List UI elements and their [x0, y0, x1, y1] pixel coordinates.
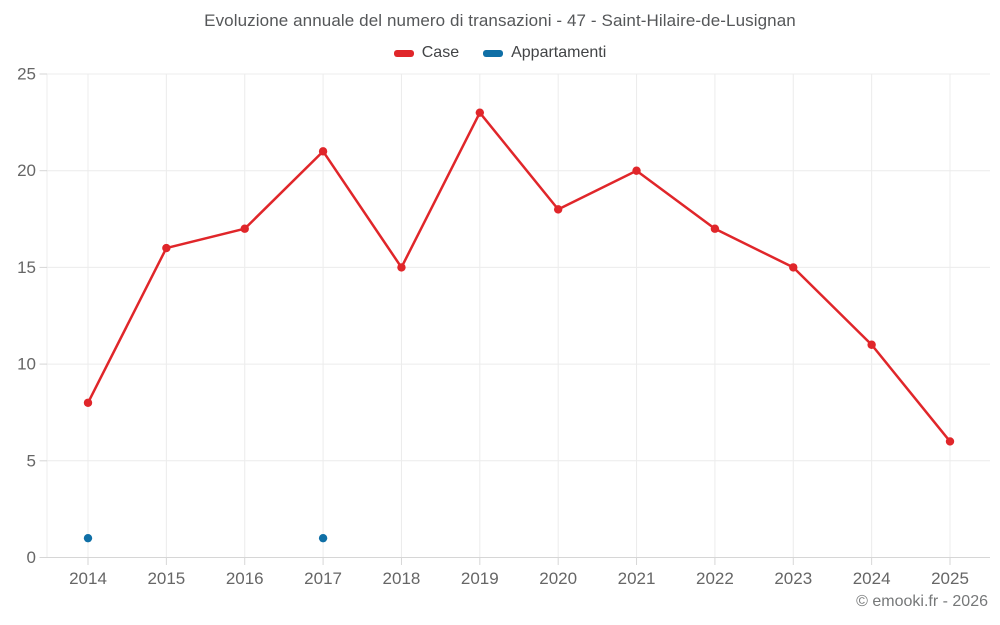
series-case-point-2014[interactable]	[83, 398, 93, 407]
svg-text:5: 5	[27, 451, 36, 470]
series-case-line	[86, 111, 951, 443]
x-tick-labels: 2014 2015 2016 2017 2018 2019 2020 2021 2022 2023…	[69, 569, 969, 588]
svg-text:2024: 2024	[853, 569, 891, 588]
series-case-point-2025[interactable]	[945, 437, 955, 446]
svg-text:2014: 2014	[69, 569, 107, 588]
svg-text:2016: 2016	[226, 569, 264, 588]
series-appartamenti-point-2017[interactable]	[318, 533, 328, 543]
y-gridlines	[39, 73, 990, 558]
series-case-point-2024[interactable]	[867, 340, 876, 349]
legend-item-appartamenti[interactable]: Appartamenti	[483, 44, 606, 62]
y-tick-labels: 0 5 10 15 20 25	[17, 65, 36, 568]
legend-swatch-appartamenti-icon	[483, 49, 504, 57]
svg-text:2025: 2025	[931, 569, 969, 588]
svg-text:2020: 2020	[539, 569, 577, 588]
series-case-point-2015[interactable]	[162, 243, 171, 253]
chart-legend: Case Appartamenti	[0, 44, 1000, 62]
legend-label-appartamenti: Appartamenti	[511, 44, 607, 61]
series-case-point-2017[interactable]	[318, 147, 328, 156]
series-case-point-2016[interactable]	[240, 224, 249, 233]
x-gridlines	[87, 74, 951, 565]
legend-label-case: Case	[421, 44, 460, 61]
legend-item-case[interactable]: Case	[393, 44, 460, 62]
svg-text:2017: 2017	[304, 569, 342, 588]
series-case-point-2023[interactable]	[789, 263, 798, 272]
watermark-credit: © emooki.fr - 2026	[856, 593, 988, 610]
legend-swatch-case-icon	[393, 49, 414, 57]
svg-text:2021: 2021	[618, 569, 656, 588]
series-appartamenti	[83, 533, 328, 543]
svg-text:2019: 2019	[461, 569, 499, 588]
svg-text:2015: 2015	[147, 569, 185, 588]
svg-text:2018: 2018	[383, 569, 421, 588]
svg-text:25: 25	[17, 65, 36, 84]
chart-title: Evoluzione annuale del numero di transaz…	[204, 11, 796, 30]
series-case	[83, 108, 955, 446]
series-case-point-2018[interactable]	[397, 263, 406, 272]
series-case-point-2022[interactable]	[710, 224, 720, 233]
svg-text:2023: 2023	[774, 569, 812, 588]
series-case-point-2019[interactable]	[475, 108, 485, 117]
series-case-point-2020[interactable]	[553, 205, 563, 214]
svg-text:15: 15	[17, 258, 36, 277]
svg-text:0: 0	[27, 548, 36, 567]
svg-text:20: 20	[17, 161, 36, 180]
series-case-point-2021[interactable]	[632, 166, 641, 175]
svg-text:10: 10	[17, 355, 36, 374]
series-appartamenti-point-2014[interactable]	[83, 533, 93, 543]
svg-text:2022: 2022	[696, 569, 734, 588]
